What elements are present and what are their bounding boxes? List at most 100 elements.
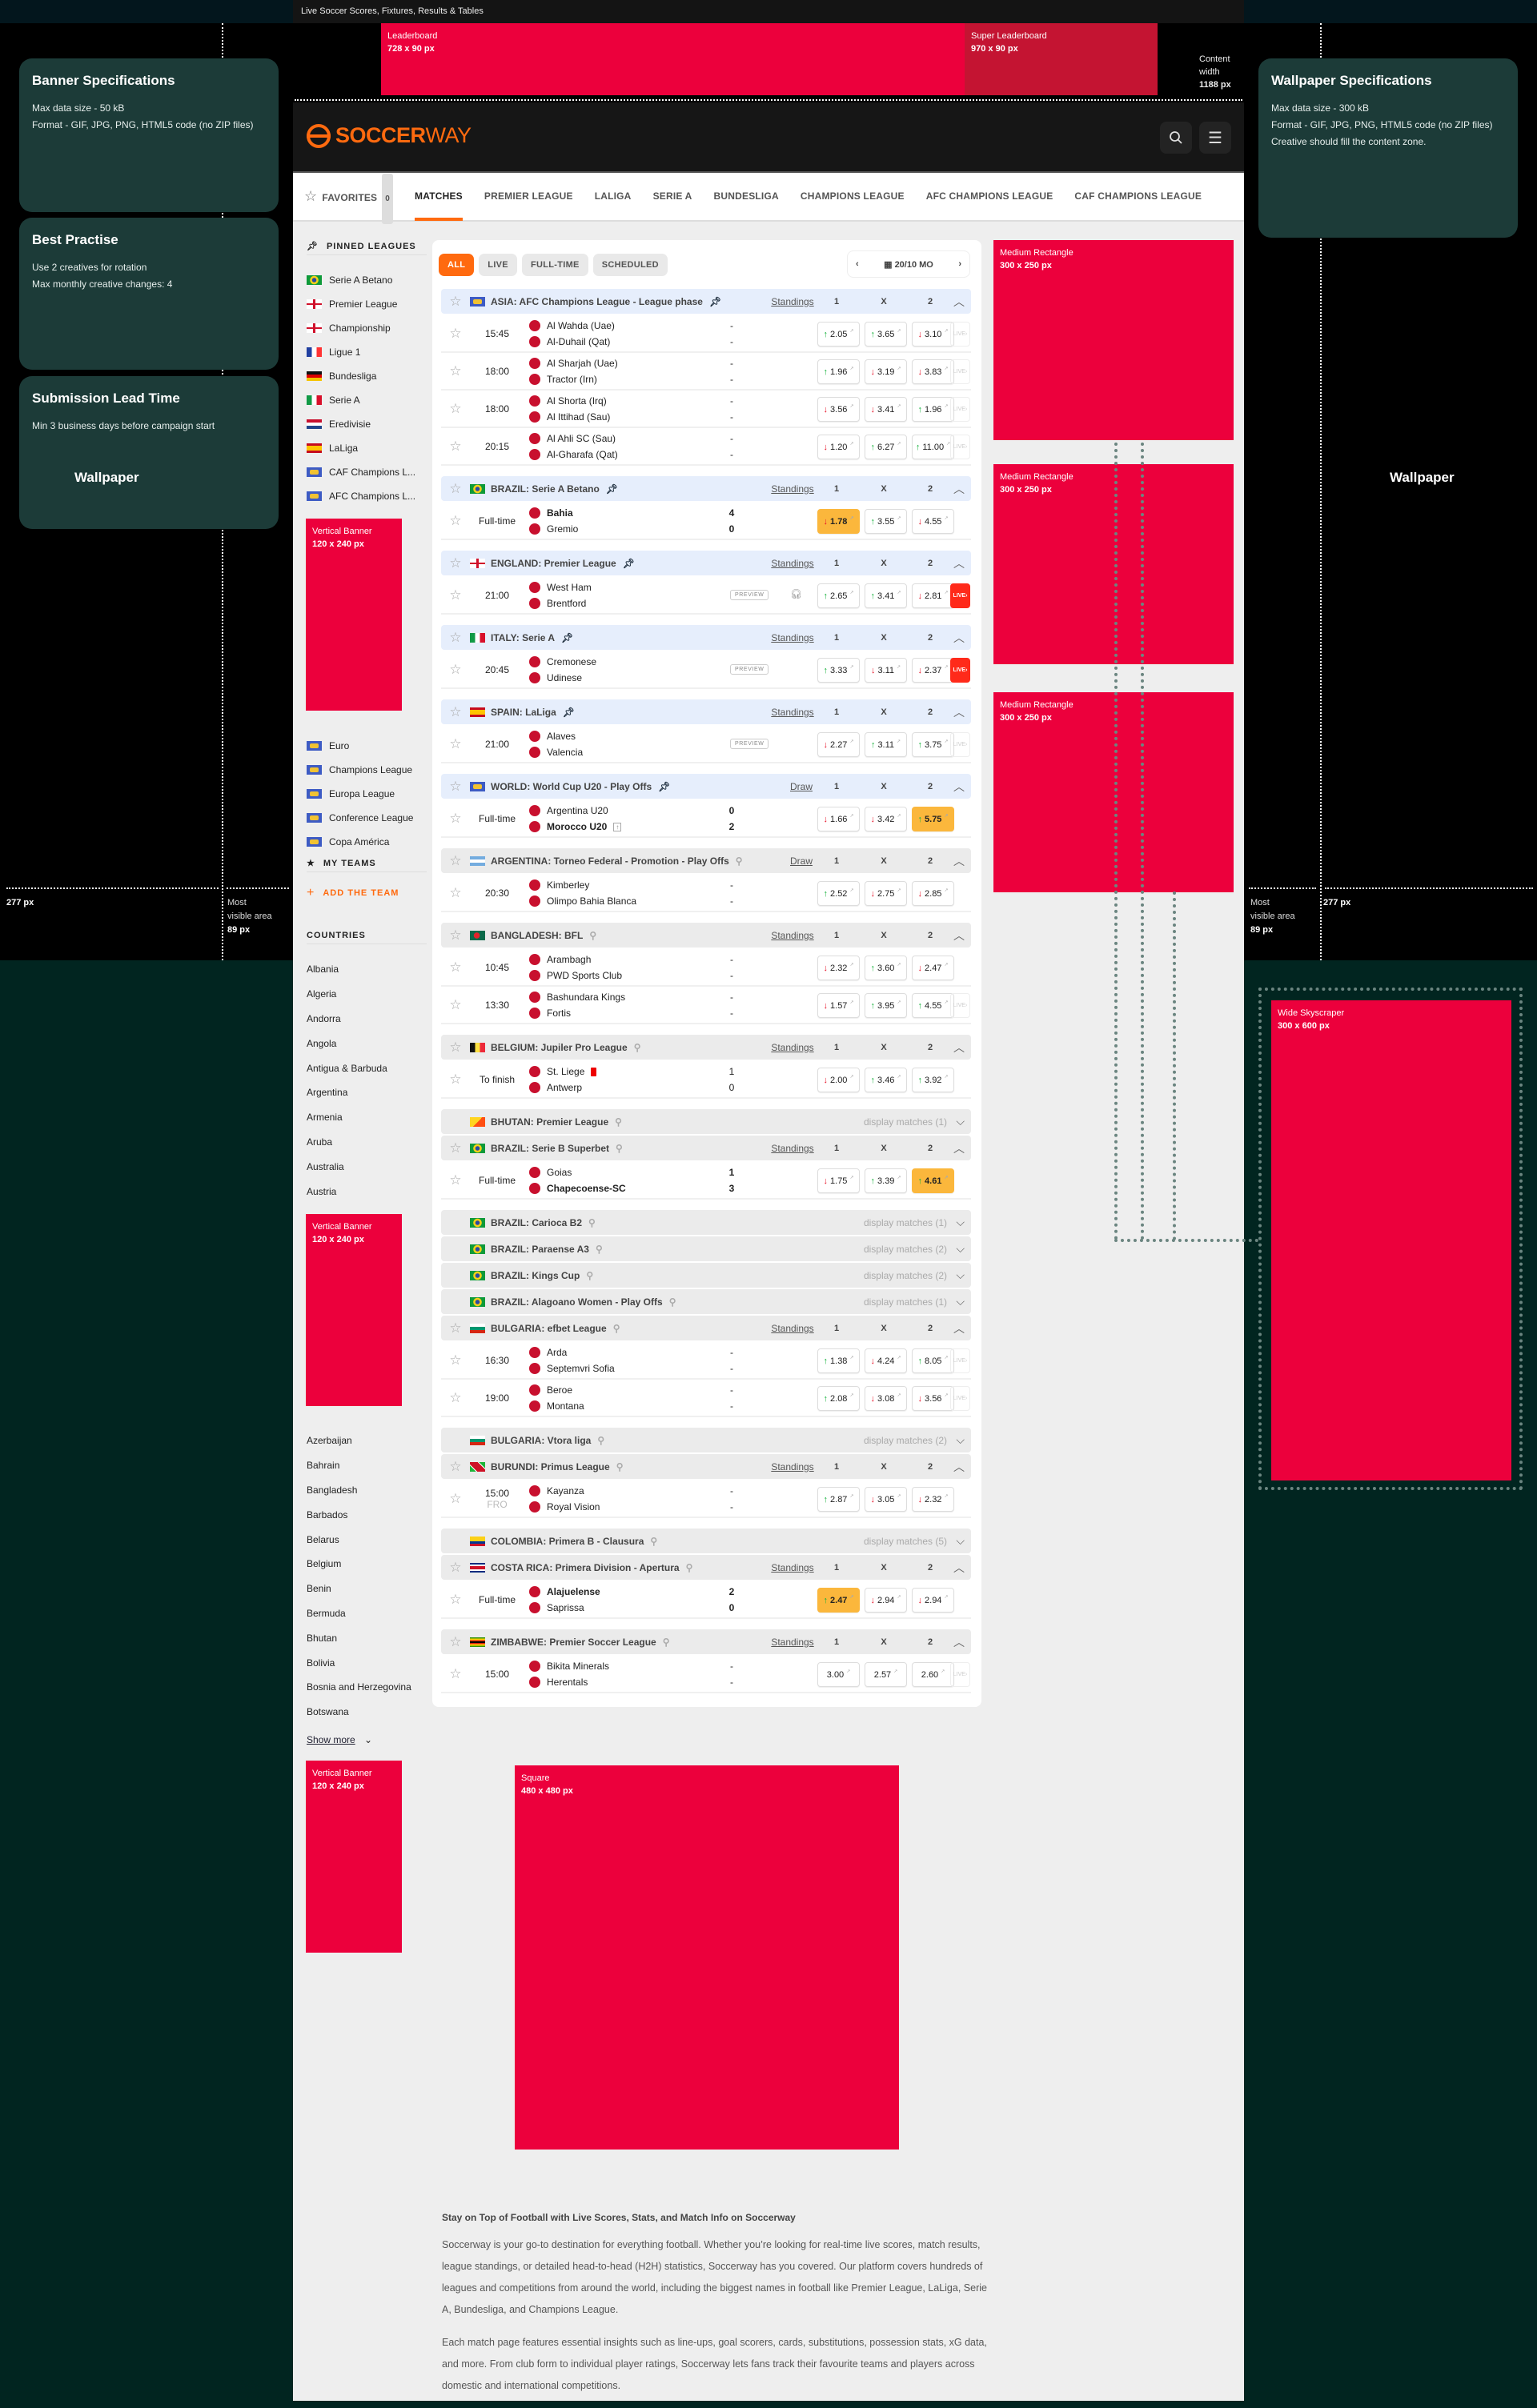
team-away[interactable]: Olimpo Bahia Blanca — [529, 893, 636, 909]
team-home[interactable]: Kayanza — [529, 1483, 600, 1499]
league-name[interactable]: BRAZIL: Alagoano Women - Play Offs — [491, 1296, 663, 1308]
preview-badge[interactable]: PREVIEW — [730, 664, 769, 675]
standings-link[interactable]: Standings — [771, 1460, 814, 1472]
nav-item-serie-a[interactable]: SERIE A — [652, 190, 692, 202]
odds-button-2[interactable]: ↑ 3.92 ↗ — [912, 1068, 954, 1092]
league-name[interactable]: BULGARIA: efbet League — [491, 1322, 607, 1334]
live-button[interactable]: LIVE› — [950, 1662, 970, 1687]
pin-outline-icon[interactable]: ⚲ — [597, 1434, 605, 1446]
league-name[interactable]: ENGLAND: Premier League — [491, 557, 616, 569]
sidebar-league-item[interactable]: Premier League — [307, 292, 415, 316]
league-header[interactable]: ☆ WORLD: World Cup U20 - Play Offs 📌︎ Draw 1… — [441, 774, 971, 799]
odds-button-2[interactable]: ↓ 2.81 ↗ — [912, 583, 954, 608]
sidebar-country-item[interactable]: Aruba — [307, 1136, 333, 1148]
live-button[interactable]: LIVE› — [950, 1386, 970, 1411]
nav-item-laliga[interactable]: LALIGA — [594, 190, 632, 202]
league-header[interactable]: BRAZIL: Carioca B2 ⚲ display matches (1) ⌵ — [441, 1210, 971, 1235]
team-away[interactable]: Brentford — [529, 595, 592, 611]
sidebar-league-item[interactable]: Conference League — [307, 806, 413, 830]
star-icon[interactable]: ☆ — [449, 1320, 462, 1336]
match-row[interactable]: ☆ 18:00 Al Sharjah (Uae) Tractor (Irn) - - ↑ 1.… — [441, 353, 971, 391]
live-button[interactable]: LIVE› — [950, 359, 970, 384]
sidebar-country-item[interactable]: Benin — [307, 1583, 331, 1595]
team-home[interactable]: Arda — [529, 1344, 615, 1360]
pin-outline-icon[interactable]: ⚲ — [588, 1216, 596, 1228]
star-icon[interactable]: ☆ — [449, 587, 462, 603]
league-header[interactable]: ☆ SPAIN: LaLiga 📌︎ Standings 1 X 2 ︿ — [441, 699, 971, 724]
chevron-up-icon[interactable]: ︿ — [953, 1321, 965, 1335]
sidebar-league-item[interactable]: Serie A — [307, 388, 415, 412]
odds-button-1[interactable]: ↑ 2.87 ↗ — [817, 1487, 860, 1512]
odds-button-2[interactable]: ↑ 5.75 ↗ — [912, 807, 954, 831]
headphones-icon[interactable]: 🎧︎ — [790, 588, 803, 599]
chevron-up-icon[interactable]: ︿ — [953, 779, 965, 793]
pin-outline-icon[interactable]: ⚲ — [650, 1535, 658, 1547]
odds-button-1[interactable]: ↓ 1.75 ↗ — [817, 1168, 860, 1193]
sidebar-country-item[interactable]: Australia — [307, 1160, 344, 1172]
standings-link[interactable]: Standings — [771, 1041, 814, 1053]
pin-icon[interactable]: 📌︎ — [561, 631, 574, 643]
star-icon[interactable]: ☆ — [449, 293, 462, 309]
team-away[interactable]: Montana — [529, 1398, 584, 1414]
star-icon[interactable]: ☆ — [449, 1140, 462, 1156]
menu-button[interactable]: ☰ — [1199, 122, 1231, 154]
star-icon[interactable]: ☆ — [449, 810, 462, 826]
odds-button-X[interactable]: ↓ 4.24 ↗ — [865, 1348, 907, 1373]
nav-item-afc-champions-league[interactable]: AFC CHAMPIONS LEAGUE — [925, 190, 1053, 202]
star-icon[interactable]: ☆ — [449, 1559, 462, 1575]
team-home[interactable]: Bahia — [529, 505, 578, 521]
pin-icon[interactable]: 📌︎ — [622, 557, 635, 569]
sidebar-country-item[interactable]: Andorra — [307, 1012, 341, 1024]
team-away[interactable]: PWD Sports Club — [529, 968, 622, 984]
pin-outline-icon[interactable]: ⚲ — [589, 929, 597, 941]
pin-outline-icon[interactable]: ⚲ — [616, 1142, 623, 1154]
nav-item-matches[interactable]: MATCHES — [415, 172, 463, 221]
star-icon[interactable]: ☆ — [449, 363, 462, 379]
odds-button-X[interactable]: ↑ 3.11 ↗ — [865, 732, 907, 757]
standings-link[interactable]: Standings — [771, 1322, 814, 1334]
team-home[interactable]: Alaves — [529, 728, 583, 744]
sidebar-league-item[interactable]: Euro — [307, 734, 413, 758]
pin-outline-icon[interactable]: ⚲ — [586, 1269, 594, 1281]
team-home[interactable]: Alajuelense — [529, 1584, 600, 1600]
chevron-up-icon[interactable]: ︿ — [953, 705, 965, 719]
star-icon[interactable]: ☆ — [449, 852, 462, 868]
sidebar-league-item[interactable]: Serie A Betano — [307, 268, 415, 292]
league-name[interactable]: BRAZIL: Paraense A3 — [491, 1243, 589, 1255]
odds-button-1[interactable]: ↓ 2.27 ↗ — [817, 732, 860, 757]
chevron-down-icon[interactable]: ⌵ — [956, 1242, 965, 1255]
league-name[interactable]: ZIMBABWE: Premier Soccer League — [491, 1636, 656, 1648]
odds-button-1[interactable]: ↑ 1.96 ↗ — [817, 359, 860, 384]
team-home[interactable]: Bashundara Kings — [529, 989, 625, 1005]
soccerway-logo[interactable]: SOCCER WAY — [307, 123, 472, 148]
filter-live[interactable]: LIVE — [479, 254, 517, 276]
team-away[interactable]: Herentals — [529, 1674, 609, 1690]
league-name[interactable]: BURUNDI: Primus League — [491, 1460, 610, 1472]
chevron-down-icon[interactable]: ⌵ — [956, 1433, 965, 1446]
match-row[interactable]: ☆ 20:15 Al Ahli SC (Sau) Al-Gharafa (Qat) - -… — [441, 428, 971, 466]
odds-button-2[interactable]: ↓ 2.32 ↗ — [912, 1487, 954, 1512]
league-header[interactable]: ☆ ARGENTINA: Torneo Federal - Promotion -… — [441, 848, 971, 873]
pin-icon[interactable]: 📌︎ — [658, 780, 671, 792]
display-matches-link[interactable]: display matches (2) — [863, 1243, 947, 1255]
league-header[interactable]: ☆ COSTA RICA: Primera Division - Apertura… — [441, 1555, 971, 1580]
league-header[interactable]: ☆ ASIA: AFC Champions League - League pha… — [441, 289, 971, 314]
odds-button-1[interactable]: ↑ 2.08 ↗ — [817, 1386, 860, 1411]
team-home[interactable]: Al Shorta (Irq) — [529, 393, 610, 409]
match-row[interactable]: ☆ 21:00 Alaves Valencia PREVIEW ↓ 2.27 ↗ ↑ 3.11 ↗ ↑… — [441, 726, 971, 763]
league-name[interactable]: WORLD: World Cup U20 - Play Offs — [491, 780, 652, 792]
odds-button-2[interactable]: ↑ 4.61 ↗ — [912, 1168, 954, 1193]
odds-button-2[interactable]: ↑ 8.05 ↗ — [912, 1348, 954, 1373]
odds-button-1[interactable]: ↑ 3.33 ↗ — [817, 658, 860, 683]
odds-button-X[interactable]: ↓ 3.42 ↗ — [865, 807, 907, 831]
team-home[interactable]: Al Ahli SC (Sau) — [529, 431, 618, 447]
match-row[interactable]: ☆ Full-time Alajuelense Saprissa 2 0 ↑ 2.47 ↗ ↓ 2.… — [441, 1581, 971, 1619]
team-away[interactable]: Gremio — [529, 521, 578, 537]
chevron-down-icon[interactable]: ⌵ — [956, 1268, 965, 1281]
team-away[interactable]: Chapecoense-SC — [529, 1180, 626, 1196]
preview-badge[interactable]: PREVIEW — [730, 739, 769, 749]
match-row[interactable]: ☆ 15:00 Bikita Minerals Herentals - -3.00 ↗ 2.5… — [441, 1656, 971, 1693]
odds-button-2[interactable]: ↑ 1.96 ↗ — [912, 397, 954, 422]
display-matches-link[interactable]: display matches (1) — [863, 1216, 947, 1228]
league-header[interactable]: BHUTAN: Premier League ⚲ display matches (… — [441, 1109, 971, 1134]
